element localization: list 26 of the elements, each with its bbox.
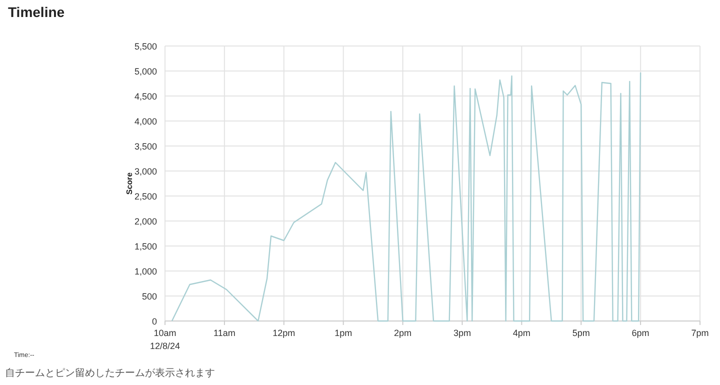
x-tick-label: 5pm — [572, 328, 590, 338]
x-tick-label: 10am — [154, 328, 176, 338]
text: 自チームとピン留めしたチームが表示されます — [5, 367, 215, 379]
y-tick-label: 3,500 — [134, 142, 157, 152]
text: Timeline — [8, 4, 65, 20]
y-tick-label: 5,500 — [134, 42, 157, 52]
text: 12/8/24 — [150, 341, 180, 351]
y-tick-label: 2,500 — [134, 192, 157, 202]
y-tick-label: 5,000 — [134, 66, 157, 76]
x-tick-label: 12pm — [272, 328, 296, 338]
y-tick-label: 4,000 — [134, 116, 157, 126]
x-tick-label: 1pm — [334, 328, 352, 338]
y-tick-label: 0 — [152, 316, 157, 326]
x-tick-label: 3pm — [453, 328, 471, 338]
y-tick-label: 1,500 — [134, 242, 157, 252]
y-tick-label: 2,000 — [134, 216, 157, 226]
x-tick-label: 7pm — [691, 328, 709, 338]
y-tick-label: 1,000 — [134, 266, 157, 276]
x-tick-label: 2pm — [394, 328, 412, 338]
x-tick-label: 6pm — [632, 328, 650, 338]
x-tick-label: 11am — [214, 328, 236, 338]
y-tick-label: 500 — [142, 292, 157, 302]
y-axis-title: Score — [125, 172, 134, 195]
y-tick-label: 4,500 — [134, 92, 157, 102]
x-tick-label: 4pm — [512, 328, 530, 338]
y-tick-label: 3,000 — [134, 166, 157, 176]
